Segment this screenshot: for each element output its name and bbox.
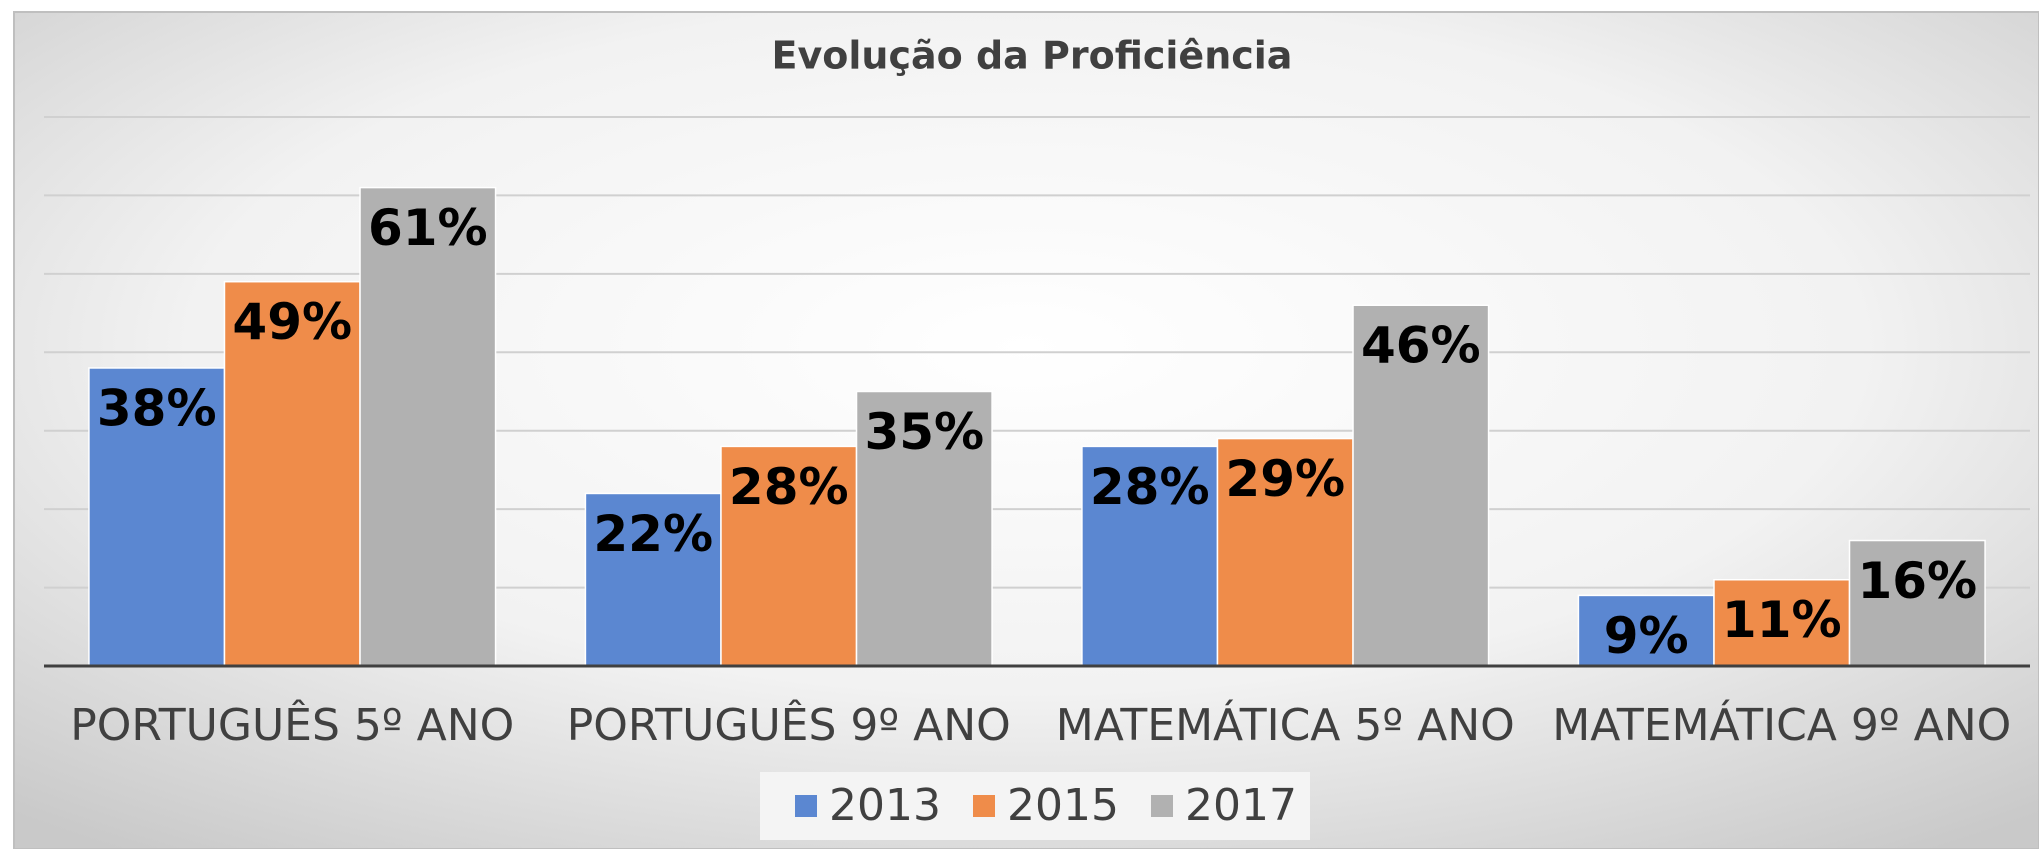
data-label: 22% xyxy=(593,505,713,563)
x-tick-label: PORTUGUÊS 9º ANO xyxy=(567,698,1011,751)
bar xyxy=(855,390,993,667)
bar xyxy=(223,280,361,667)
legend-swatch xyxy=(795,795,817,817)
bar xyxy=(720,445,858,667)
legend-swatch xyxy=(1151,795,1173,817)
data-label: 28% xyxy=(1090,458,1210,516)
bar xyxy=(1577,594,1715,667)
legend-box xyxy=(760,772,1310,840)
data-label: 61% xyxy=(368,199,488,257)
legend-label: 2015 xyxy=(1007,780,1119,831)
legend-label: 2017 xyxy=(1185,780,1297,831)
data-label: 28% xyxy=(729,458,849,516)
bar xyxy=(359,186,497,667)
x-tick-label: MATEMÁTICA 9º ANO xyxy=(1552,698,2011,751)
bar xyxy=(1848,539,1986,667)
data-label: 29% xyxy=(1225,450,1345,508)
x-tick-label: PORTUGUÊS 5º ANO xyxy=(70,698,514,751)
bar xyxy=(1352,304,1490,667)
data-label: 9% xyxy=(1604,607,1689,665)
data-label: 46% xyxy=(1361,317,1481,375)
bar xyxy=(1081,445,1219,667)
x-tick-label: MATEMÁTICA 5º ANO xyxy=(1056,698,1515,751)
bar xyxy=(584,492,722,667)
data-label: 11% xyxy=(1722,591,1842,649)
legend-swatch xyxy=(973,795,995,817)
data-label: 35% xyxy=(864,403,984,461)
bar xyxy=(88,367,226,667)
bar xyxy=(1713,578,1851,667)
chart-title: Evolução da Proficiência xyxy=(772,34,1293,78)
legend-label: 2013 xyxy=(829,780,941,831)
data-label: 49% xyxy=(232,293,352,351)
data-label: 16% xyxy=(1857,552,1977,610)
data-label: 38% xyxy=(97,379,217,437)
